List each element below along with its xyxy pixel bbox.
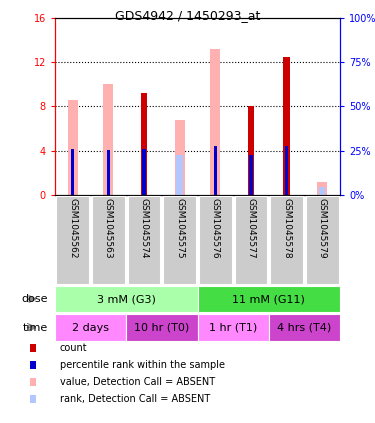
Bar (306, 196, 339, 284)
Bar (141, 93, 147, 195)
Bar (55, 286, 198, 313)
Bar (107, 150, 110, 195)
Text: 10 hr (T0): 10 hr (T0) (134, 322, 189, 332)
Bar (319, 187, 326, 195)
Text: GSM1045576: GSM1045576 (211, 198, 220, 258)
Text: 1 hr (T1): 1 hr (T1) (209, 322, 257, 332)
Bar (199, 196, 232, 284)
Text: GSM1045574: GSM1045574 (140, 198, 148, 258)
Bar (249, 155, 252, 195)
Text: time: time (22, 322, 48, 332)
Bar (248, 107, 254, 195)
Text: 3 mM (G3): 3 mM (G3) (97, 294, 156, 304)
Text: 2 days: 2 days (72, 322, 109, 332)
Text: 11 mM (G11): 11 mM (G11) (232, 294, 305, 304)
Text: GSM1045579: GSM1045579 (318, 198, 327, 258)
Bar (234, 196, 267, 284)
Bar (198, 286, 340, 313)
Bar (317, 182, 327, 195)
Bar (198, 313, 269, 341)
Text: GDS4942 / 1450293_at: GDS4942 / 1450293_at (115, 9, 260, 22)
Text: GSM1045578: GSM1045578 (282, 198, 291, 258)
Bar (214, 146, 217, 195)
Bar (71, 148, 74, 195)
Bar (284, 57, 290, 195)
Bar (269, 313, 340, 341)
Bar (177, 155, 183, 195)
Text: percentile rank within the sample: percentile rank within the sample (60, 360, 225, 370)
Bar (175, 120, 184, 195)
Text: GSM1045562: GSM1045562 (68, 198, 77, 258)
Bar (163, 196, 196, 284)
Text: rank, Detection Call = ABSENT: rank, Detection Call = ABSENT (60, 394, 210, 404)
Bar (126, 313, 198, 341)
Text: value, Detection Call = ABSENT: value, Detection Call = ABSENT (60, 377, 215, 387)
Text: count: count (60, 343, 88, 353)
Text: dose: dose (21, 294, 48, 304)
Bar (56, 196, 89, 284)
Bar (55, 313, 126, 341)
Text: GSM1045577: GSM1045577 (246, 198, 255, 258)
Bar (92, 196, 125, 284)
Bar (128, 196, 160, 284)
Bar (285, 146, 288, 195)
Bar (104, 84, 113, 195)
Bar (68, 100, 78, 195)
Bar (270, 196, 303, 284)
Text: GSM1045575: GSM1045575 (175, 198, 184, 258)
Bar (142, 148, 146, 195)
Text: GSM1045563: GSM1045563 (104, 198, 113, 258)
Bar (210, 49, 220, 195)
Text: 4 hrs (T4): 4 hrs (T4) (277, 322, 332, 332)
